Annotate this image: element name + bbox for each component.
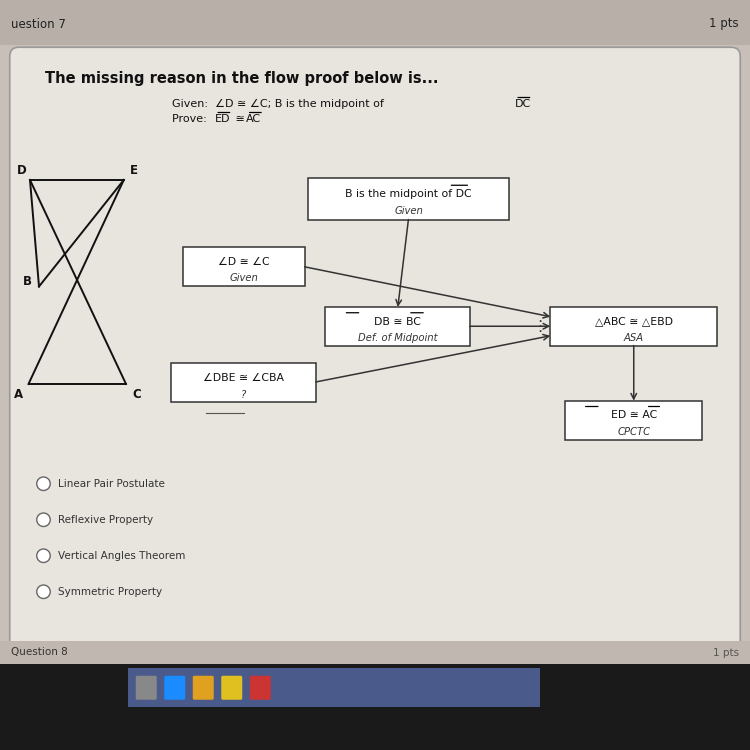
Text: DC: DC bbox=[514, 99, 531, 109]
Circle shape bbox=[37, 477, 50, 490]
FancyBboxPatch shape bbox=[250, 676, 271, 700]
Text: Given: Given bbox=[230, 273, 258, 284]
Text: ASA: ASA bbox=[624, 333, 644, 344]
Text: Linear Pair Postulate: Linear Pair Postulate bbox=[58, 478, 165, 489]
FancyBboxPatch shape bbox=[193, 676, 214, 700]
FancyBboxPatch shape bbox=[171, 363, 316, 402]
Text: △ABC ≅ △EBD: △ABC ≅ △EBD bbox=[595, 316, 673, 327]
FancyBboxPatch shape bbox=[308, 178, 509, 220]
Text: ⋮: ⋮ bbox=[532, 319, 548, 334]
Text: Question 8: Question 8 bbox=[11, 647, 68, 658]
Circle shape bbox=[37, 513, 50, 526]
Text: Given: Given bbox=[394, 206, 423, 216]
Text: Def. of Midpoint: Def. of Midpoint bbox=[358, 333, 437, 344]
Text: 1 pts: 1 pts bbox=[712, 647, 739, 658]
Text: ED ≅ AC: ED ≅ AC bbox=[610, 410, 657, 421]
FancyBboxPatch shape bbox=[326, 307, 470, 346]
FancyBboxPatch shape bbox=[0, 0, 750, 45]
Text: Reflexive Property: Reflexive Property bbox=[58, 514, 154, 525]
Text: E: E bbox=[130, 164, 138, 177]
FancyBboxPatch shape bbox=[183, 247, 304, 286]
Text: The missing reason in the flow proof below is...: The missing reason in the flow proof bel… bbox=[45, 71, 439, 86]
Text: B: B bbox=[22, 275, 32, 288]
Text: Given:  ∠D ≅ ∠C; B is the midpoint of: Given: ∠D ≅ ∠C; B is the midpoint of bbox=[172, 99, 388, 109]
Text: B is the midpoint of DC: B is the midpoint of DC bbox=[346, 189, 472, 200]
Circle shape bbox=[37, 549, 50, 562]
Text: ∠D ≅ ∠C: ∠D ≅ ∠C bbox=[218, 256, 269, 267]
FancyBboxPatch shape bbox=[164, 676, 185, 700]
Text: Symmetric Property: Symmetric Property bbox=[58, 586, 163, 597]
Text: Prove:: Prove: bbox=[172, 114, 214, 124]
FancyBboxPatch shape bbox=[10, 47, 740, 658]
FancyBboxPatch shape bbox=[136, 676, 157, 700]
Text: ?: ? bbox=[242, 389, 246, 400]
Text: D: D bbox=[16, 164, 26, 177]
FancyBboxPatch shape bbox=[566, 400, 702, 439]
Text: ED: ED bbox=[214, 114, 230, 124]
Text: DB ≅ BC: DB ≅ BC bbox=[374, 316, 421, 327]
Text: CPCTC: CPCTC bbox=[617, 427, 650, 437]
Text: 1 pts: 1 pts bbox=[710, 17, 739, 31]
FancyBboxPatch shape bbox=[221, 676, 242, 700]
Text: C: C bbox=[132, 388, 141, 400]
FancyBboxPatch shape bbox=[0, 641, 750, 664]
FancyBboxPatch shape bbox=[128, 668, 540, 706]
Text: Vertical Angles Theorem: Vertical Angles Theorem bbox=[58, 550, 186, 561]
Circle shape bbox=[37, 585, 50, 598]
Text: A: A bbox=[13, 388, 22, 400]
FancyBboxPatch shape bbox=[0, 0, 750, 664]
Text: uestion 7: uestion 7 bbox=[11, 17, 66, 31]
FancyBboxPatch shape bbox=[550, 307, 717, 346]
Text: ∠DBE ≅ ∠CBA: ∠DBE ≅ ∠CBA bbox=[203, 373, 284, 383]
Text: AC: AC bbox=[246, 114, 261, 124]
Text: ≅: ≅ bbox=[232, 114, 249, 124]
